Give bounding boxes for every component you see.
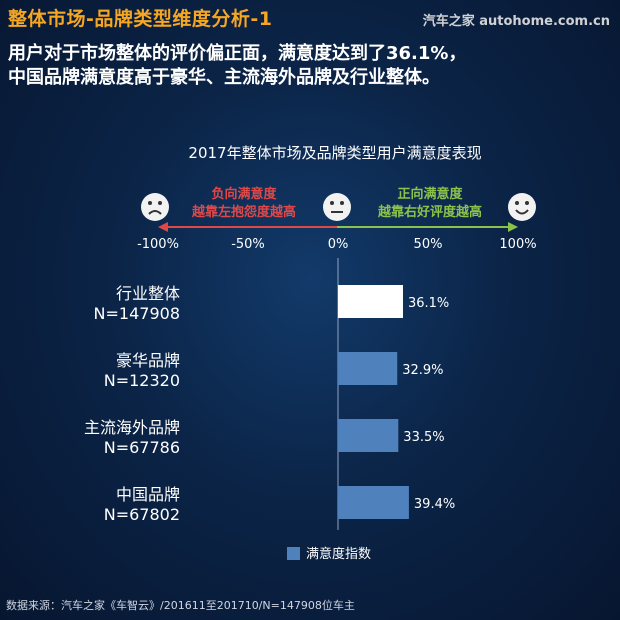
x-tick-label: 50% xyxy=(414,237,443,252)
bar xyxy=(338,486,409,519)
x-tick-label: -100% xyxy=(137,237,179,252)
negative-arrowhead xyxy=(158,222,168,232)
positive-label-sub: 越靠右好评度越高 xyxy=(377,204,482,220)
legend-swatch xyxy=(287,547,300,560)
category-label: 行业整体 xyxy=(116,284,180,303)
headline-line: 中国品牌满意度高于豪华、主流海外品牌及行业整体。 xyxy=(8,67,440,88)
bar-value-label: 36.1% xyxy=(408,296,449,311)
x-tick-label: 0% xyxy=(328,237,349,252)
category-label: 中国品牌 xyxy=(116,485,180,504)
headline: 用户对于市场整体的评价偏正面，满意度达到了36.1%， 中国品牌满意度高于豪华、… xyxy=(8,42,612,90)
legend-label: 满意度指数 xyxy=(306,546,371,562)
bar xyxy=(338,352,398,385)
neutral-face-icon xyxy=(323,193,351,221)
source-note: 数据来源：汽车之家《车智云》/201611至201710/N=147908位车主 xyxy=(6,599,355,612)
negative-label: 负向满意度 xyxy=(211,186,277,202)
chart-title: 2017年整体市场及品牌类型用户满意度表现 xyxy=(188,144,481,162)
bar xyxy=(338,419,399,452)
x-tick-label: -50% xyxy=(231,237,265,252)
category-label: 主流海外品牌 xyxy=(84,418,180,437)
category-label: N=147908 xyxy=(94,304,180,323)
category-label: N=67802 xyxy=(104,505,180,524)
headline-line: 用户对于市场整体的评价偏正面，满意度达到了36.1%， xyxy=(8,43,467,64)
positive-label: 正向满意度 xyxy=(397,186,463,202)
happy-face-icon xyxy=(508,193,536,221)
category-label: 豪华品牌 xyxy=(116,351,180,370)
bar-value-label: 33.5% xyxy=(403,430,444,445)
x-tick-label: 100% xyxy=(499,237,536,252)
sad-face-icon xyxy=(141,193,169,221)
positive-arrowhead xyxy=(508,222,518,232)
category-label: N=12320 xyxy=(104,371,180,390)
bar-value-label: 39.4% xyxy=(414,497,455,512)
legend: 满意度指数 xyxy=(287,546,371,562)
bar xyxy=(338,285,403,318)
negative-label-sub: 越靠左抱怨度越高 xyxy=(191,204,296,220)
bar-value-label: 32.9% xyxy=(402,363,443,378)
page-title: 整体市场-品牌类型维度分析-1 xyxy=(8,8,273,30)
brand-logo: 汽车之家 autohome.com.cn xyxy=(422,14,610,29)
category-label: N=67786 xyxy=(104,438,180,457)
